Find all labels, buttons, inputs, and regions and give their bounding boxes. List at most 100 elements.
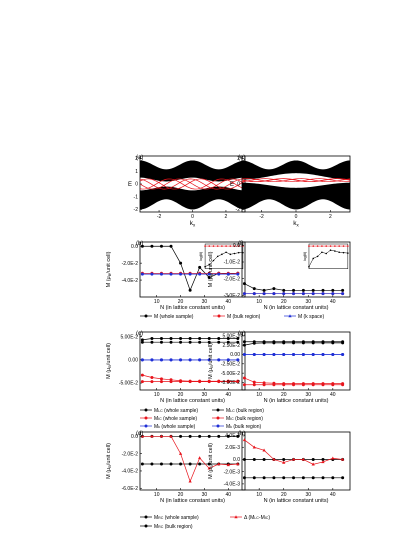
data-point — [311, 462, 315, 466]
data-point — [262, 476, 266, 480]
inset-data-point — [221, 253, 223, 256]
y-tick-label: 2.0E-3 — [225, 445, 240, 451]
y-tick-label: -4.0E-2 — [122, 278, 139, 284]
data-point — [159, 340, 163, 344]
panel-g: 10 20 30 40 5.00E-2 2.50E-2 0.00 -2.50E-2 -5.00E… — [208, 331, 351, 404]
data-point — [150, 380, 154, 384]
x-tick-label: -2 — [259, 214, 264, 220]
data-point — [282, 352, 286, 356]
data-point — [178, 451, 183, 455]
data-point — [321, 457, 325, 461]
y-axis-label: E — [128, 182, 132, 188]
data-point — [226, 358, 230, 362]
x-tick-label: 40 — [226, 492, 232, 498]
data-point — [301, 340, 305, 344]
data-point — [252, 287, 256, 291]
data-point — [282, 460, 286, 464]
data-point — [341, 383, 345, 387]
data-point — [292, 292, 296, 296]
data-point — [188, 336, 192, 340]
inset-data-point — [347, 245, 349, 247]
data-point — [188, 358, 192, 362]
y-tick-label: 0 — [135, 182, 138, 188]
x-axis-label: kx — [293, 220, 299, 228]
data-point — [169, 340, 173, 344]
x-tick-label: 30 — [202, 299, 208, 305]
legend-marker — [216, 424, 220, 428]
inset-data-point — [321, 245, 323, 247]
inset-data-point — [316, 255, 319, 258]
plot-frame — [241, 431, 351, 491]
data-point — [331, 340, 335, 344]
data-point — [292, 383, 296, 387]
data-point — [311, 292, 315, 296]
data-point — [140, 244, 144, 248]
legend-item: Mk (whole sample) — [154, 424, 196, 430]
x-tick-label: 40 — [330, 299, 336, 305]
data-point — [217, 462, 221, 466]
legend-item: Mk (bulk region) — [226, 424, 261, 430]
data-point — [242, 292, 246, 296]
data-point — [341, 292, 345, 296]
data-point — [140, 434, 144, 438]
inset-data-point — [312, 257, 315, 260]
data-point — [331, 292, 335, 296]
data-point — [188, 434, 192, 438]
y-tick-label: 2 — [237, 156, 240, 162]
data-point — [292, 352, 296, 356]
data-point — [341, 476, 345, 480]
data-point — [242, 476, 246, 480]
data-point — [311, 288, 315, 292]
x-tick-label: 30 — [202, 392, 208, 398]
inset-data-point — [338, 245, 341, 247]
x-tick-label: 10 — [256, 299, 262, 305]
data-point — [150, 244, 154, 248]
data-point — [242, 438, 247, 442]
data-point — [252, 380, 256, 384]
band-group — [242, 160, 350, 210]
y-tick-label: -2.0E-2 — [122, 261, 139, 267]
legend-marker — [216, 408, 220, 412]
inset-data-point — [334, 250, 336, 252]
inset-data-point — [338, 251, 341, 254]
data-point — [321, 340, 325, 344]
inset-data-point — [212, 259, 215, 262]
data-point — [169, 244, 173, 248]
inset-data-point — [342, 251, 345, 254]
inset-data-point — [342, 245, 345, 247]
legend-marker — [144, 408, 148, 412]
panel-h: 10 20 30 40 4.0E-3 2.0E-3 0.0 -2.0E-3 -4.0E-3 M (… — [208, 431, 351, 504]
legend-marker — [144, 416, 148, 420]
panel-label: (e) — [238, 155, 245, 161]
y-tick-label: -1.0E-2 — [224, 260, 241, 266]
x-tick-label: 30 — [305, 392, 311, 398]
plot-frame — [139, 431, 246, 491]
data-point — [226, 380, 230, 384]
inset-data-point — [216, 255, 219, 258]
data-point — [262, 292, 266, 296]
data-point — [252, 445, 256, 449]
data-point — [301, 288, 305, 292]
data-point — [282, 476, 286, 480]
data-point — [169, 272, 173, 276]
panel-b: 10 20 30 40 0.0 -2.0E-2 -4.0E-2 log|M| M (μB/uni… — [106, 241, 246, 311]
x-tick-label: 20 — [281, 299, 287, 305]
data-point — [282, 288, 286, 292]
edge-state-line — [140, 178, 245, 190]
data-point — [252, 476, 256, 480]
data-point — [292, 340, 296, 344]
y-tick-label: 1 — [135, 169, 138, 175]
data-point — [242, 343, 246, 347]
data-point — [272, 352, 276, 356]
y-tick-label: -2.0E-2 — [122, 451, 139, 457]
legend-item: MLC (whole sample) — [154, 408, 198, 414]
legend-item: Δ (MLC-MIC) — [244, 515, 270, 521]
data-point — [282, 383, 286, 387]
legend-marker — [144, 314, 148, 318]
data-point — [262, 383, 266, 387]
data-point — [252, 383, 256, 387]
y-axis-label: M (μB/unit cell) — [106, 343, 112, 379]
data-point — [242, 457, 246, 461]
plot-frame — [241, 241, 351, 298]
